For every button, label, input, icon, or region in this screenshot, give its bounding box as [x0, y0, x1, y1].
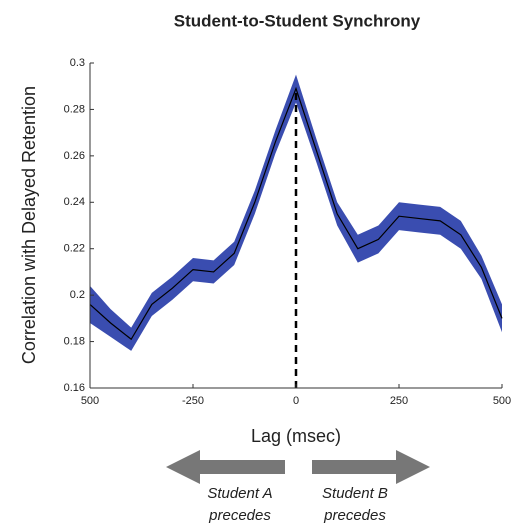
- x-axis-label: Lag (msec): [251, 426, 341, 446]
- y-tick-label: 0.2: [70, 289, 85, 301]
- y-axis-label: Correlation with Delayed Retention: [19, 86, 39, 364]
- y-tick-label: 0.24: [64, 196, 85, 208]
- left-arrow: [166, 450, 285, 484]
- y-tick-label: 0.26: [64, 150, 85, 162]
- annotation: Student B: [322, 485, 388, 502]
- error-band: [90, 74, 502, 351]
- y-tick-label: 0.22: [64, 243, 85, 255]
- annotation: precedes: [208, 507, 271, 524]
- x-tick-label: -250: [182, 395, 204, 407]
- y-tick-label: 0.16: [64, 382, 85, 394]
- x-tick-label: 0: [293, 395, 299, 407]
- annotation: Student A: [207, 485, 272, 502]
- chart-title: Student-to-Student Synchrony: [174, 11, 421, 30]
- y-tick-label: 0.18: [64, 335, 85, 347]
- line: [89, 86, 503, 341]
- x-tick-label: 500: [81, 395, 99, 407]
- annotation: precedes: [323, 507, 386, 524]
- x-tick-label: 500: [493, 395, 511, 407]
- y-tick-label: 0.3: [70, 57, 85, 69]
- x-tick-label: 250: [390, 395, 408, 407]
- arrows: [166, 450, 430, 484]
- y-tick-label: 0.28: [64, 103, 85, 115]
- annotations: Student A precedes Student B precedes: [207, 485, 388, 524]
- right-arrow: [312, 450, 430, 484]
